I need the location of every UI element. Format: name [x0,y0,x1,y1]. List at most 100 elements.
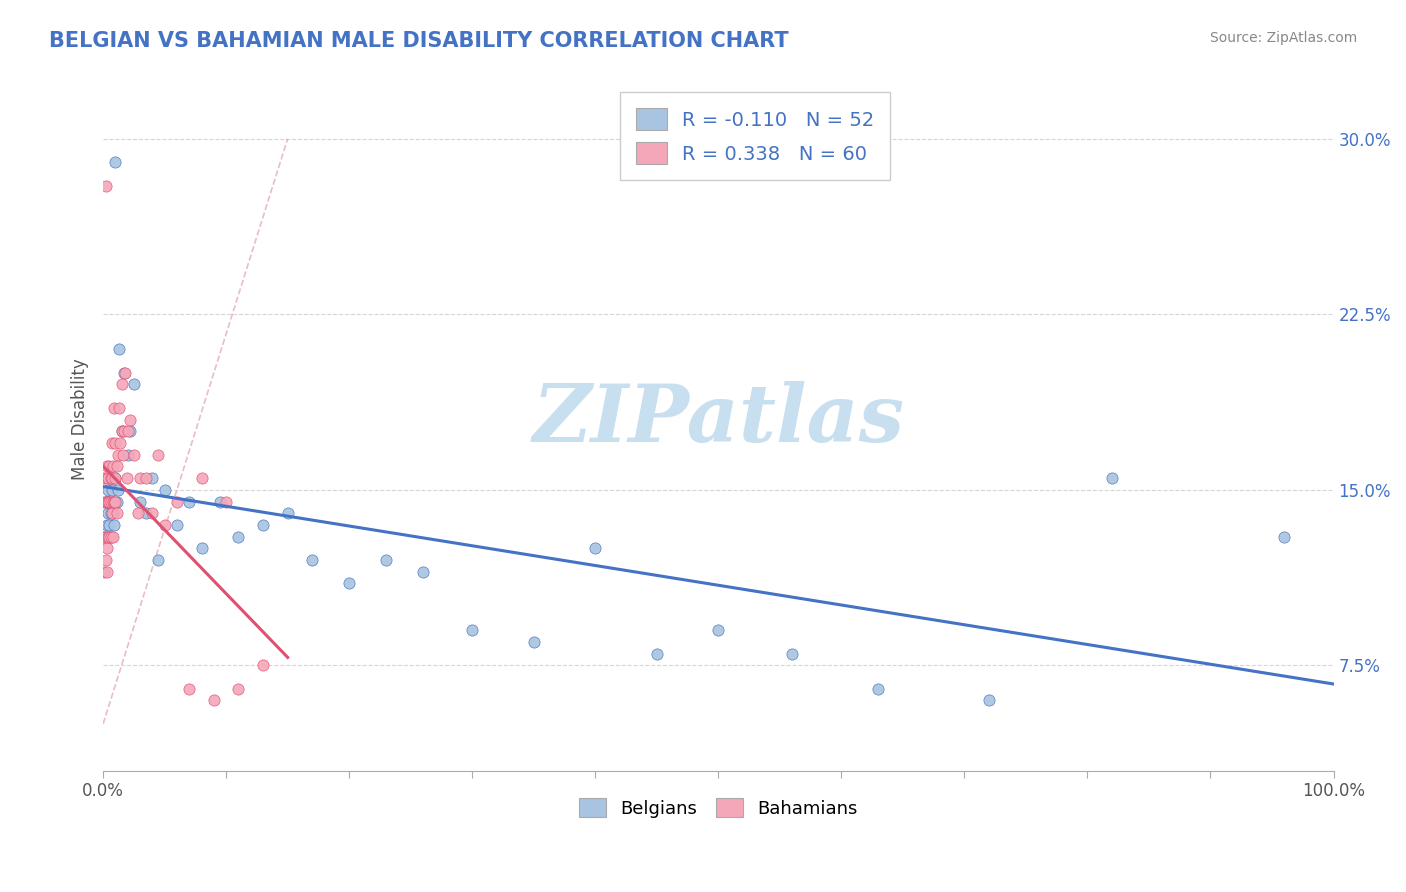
Point [127,506,149,520]
Point [97,471,120,485]
Point [103,494,125,508]
Point [107,483,129,497]
Point [94,494,117,508]
Point [101,494,124,508]
Text: ZIPatlas: ZIPatlas [533,381,904,458]
Point [120,425,142,439]
Point [96,494,118,508]
Text: BELGIAN VS BAHAMIAN MALE DISABILITY CORRELATION CHART: BELGIAN VS BAHAMIAN MALE DISABILITY CORR… [49,31,789,51]
Point [110,425,132,439]
Point [101,494,124,508]
Point [96,517,118,532]
Point [129,494,152,508]
Point [105,459,128,474]
Point [117,448,139,462]
Point [103,517,125,532]
Point [645,647,668,661]
Point [100,530,122,544]
Point [94,530,117,544]
Point [114,366,136,380]
Point [110,377,132,392]
Point [93,530,115,544]
Point [190,541,212,556]
Point [98,494,121,508]
Point [166,517,188,532]
Point [107,448,129,462]
Point [101,506,124,520]
Point [105,494,128,508]
Point [166,494,188,508]
Point [252,658,274,673]
Point [277,506,299,520]
Point [97,494,120,508]
Point [868,681,890,696]
Point [122,448,145,462]
Point [100,436,122,450]
Point [110,436,132,450]
Point [129,471,152,485]
Point [96,565,118,579]
Point [97,506,120,520]
Point [103,401,125,415]
Point [101,530,124,544]
Point [110,425,132,439]
Y-axis label: Male Disability: Male Disability [72,359,89,481]
Point [112,366,135,380]
Point [100,506,122,520]
Point [108,401,131,415]
Point [94,553,117,567]
Point [100,471,122,485]
Point [190,471,212,485]
Point [583,541,606,556]
Point [115,471,138,485]
Point [153,483,176,497]
Point [252,517,274,532]
Point [96,494,118,508]
Point [94,471,117,485]
Point [148,553,170,567]
Point [100,494,122,508]
Point [375,553,398,567]
Point [141,506,163,520]
Point [108,343,131,357]
Point [179,494,201,508]
Point [202,693,225,707]
Point [135,506,157,520]
Point [148,448,170,462]
Point [523,635,546,649]
Point [98,530,121,544]
Point [1101,471,1123,485]
Point [1272,530,1295,544]
Point [101,459,124,474]
Point [412,565,434,579]
Point [120,412,142,426]
Point [104,155,127,169]
Point [98,459,121,474]
Text: Source: ZipAtlas.com: Source: ZipAtlas.com [1209,31,1357,45]
Point [104,471,127,485]
Point [97,483,120,497]
Point [98,517,121,532]
Legend: Belgians, Bahamians: Belgians, Bahamians [572,791,865,825]
Point [94,178,117,193]
Point [122,377,145,392]
Point [337,576,360,591]
Point [977,693,1000,707]
Point [461,624,484,638]
Point [96,459,118,474]
Point [780,647,803,661]
Point [228,530,250,544]
Point [135,471,157,485]
Point [100,471,122,485]
Point [100,483,122,497]
Point [111,448,134,462]
Point [93,530,115,544]
Point [208,494,231,508]
Point [153,517,176,532]
Point [104,436,127,450]
Point [179,681,201,696]
Point [104,471,127,485]
Point [100,506,122,520]
Point [94,494,117,508]
Point [112,425,135,439]
